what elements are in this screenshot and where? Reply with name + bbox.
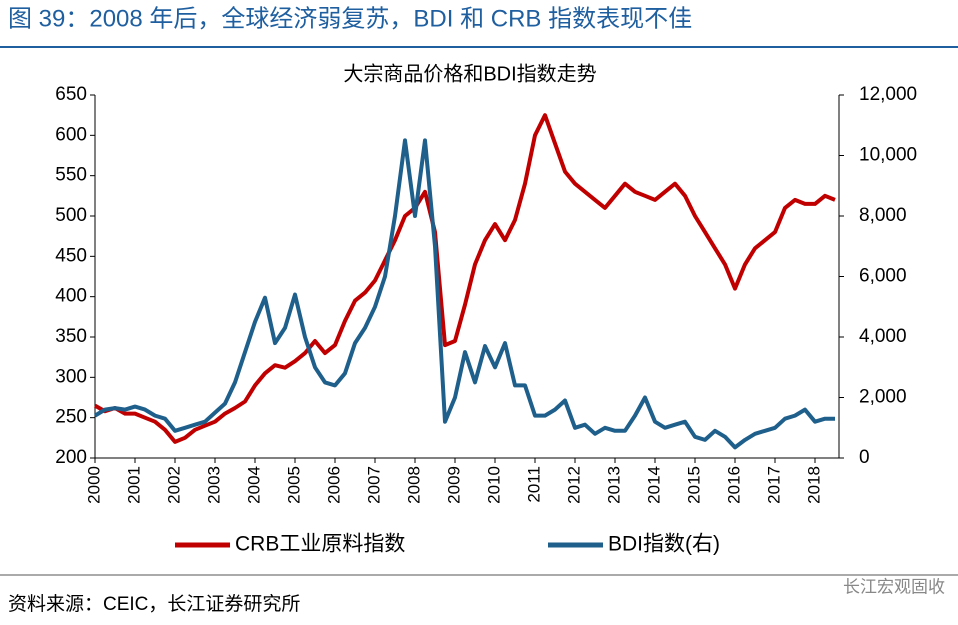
- y-tick-label: 350: [55, 326, 87, 347]
- series-line: [94, 113, 836, 444]
- series-line: [93, 138, 835, 450]
- x-tick-label: 2000: [84, 466, 103, 504]
- y-tick-label: 200: [55, 447, 87, 468]
- x-tick-label: 2011: [524, 466, 543, 503]
- legend-label: CRB工业原料指数: [235, 533, 405, 556]
- x-tick-label: 2002: [164, 466, 183, 504]
- y-tick-label: 550: [55, 165, 87, 186]
- y-tick-label: 650: [55, 84, 87, 105]
- x-tick-label: 2003: [204, 466, 223, 504]
- x-tick-label: 2005: [284, 466, 303, 504]
- x-tick-label: 2012: [564, 466, 583, 504]
- y2-tick-label: 4,000: [859, 326, 907, 347]
- x-tick-label: 2007: [364, 466, 383, 504]
- y2-tick-label: 2,000: [859, 387, 907, 408]
- x-tick-label: 2013: [604, 466, 623, 504]
- y2-tick-label: 6,000: [859, 266, 907, 287]
- legend-label: BDI指数(右): [608, 533, 720, 556]
- y-tick-label: 450: [55, 245, 87, 266]
- y2-tick-label: 0: [859, 447, 870, 468]
- x-tick-label: 2006: [324, 466, 343, 504]
- y-tick-label: 400: [55, 286, 87, 307]
- x-tick-label: 2010: [484, 466, 503, 504]
- y2-tick-label: 10,000: [859, 145, 917, 166]
- y2-tick-label: 8,000: [859, 205, 907, 226]
- y2-tick-label: 12,000: [859, 84, 917, 105]
- chart-title: 大宗商品价格和BDI指数走势: [343, 62, 596, 85]
- x-tick-label: 2016: [724, 466, 743, 504]
- x-tick-label: 2009: [444, 466, 463, 504]
- x-tick-label: 2018: [804, 466, 823, 504]
- y-tick-label: 250: [55, 407, 87, 428]
- x-tick-label: 2001: [124, 466, 143, 504]
- x-tick-label: 2004: [244, 466, 263, 504]
- header: 图 39：2008 年后，全球经济弱复苏，BDI 和 CRB 指数表现不佳: [8, 5, 692, 32]
- y-tick-label: 500: [55, 205, 87, 226]
- x-tick-label: 2015: [684, 466, 703, 504]
- watermark: 长江宏观固收: [843, 577, 945, 596]
- y-tick-label: 300: [55, 366, 87, 387]
- x-tick-label: 2017: [764, 466, 783, 504]
- x-tick-label: 2008: [404, 466, 423, 504]
- source: 资料来源：CEIC，长江证券研究所: [8, 593, 300, 615]
- y-tick-label: 600: [55, 124, 87, 145]
- x-tick-label: 2014: [644, 466, 663, 504]
